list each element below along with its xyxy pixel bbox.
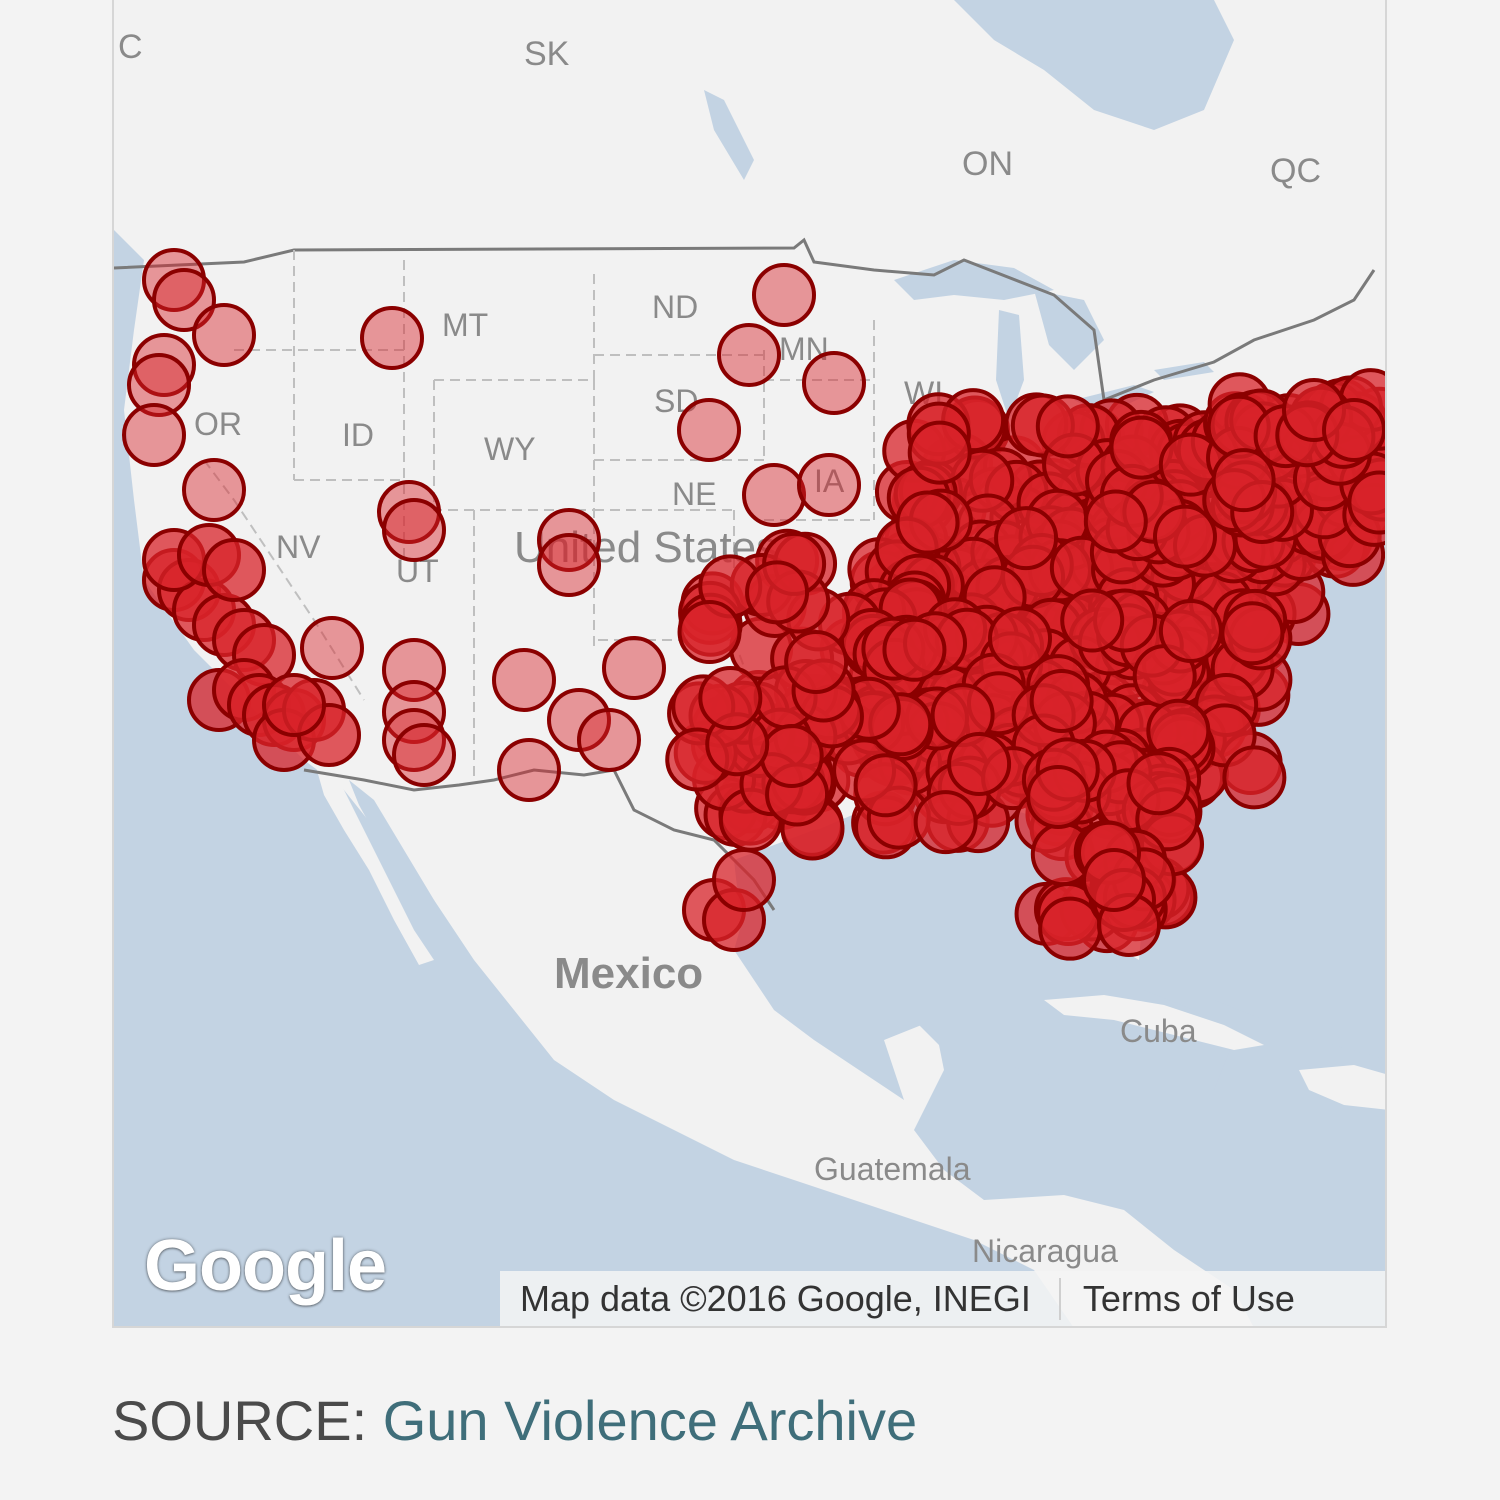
- incident-marker[interactable]: [1152, 504, 1217, 569]
- incident-marker[interactable]: [382, 498, 446, 562]
- gulf-of-mexico: [734, 810, 1234, 1100]
- label-nv: NV: [276, 529, 321, 565]
- source-label: SOURCE:: [112, 1389, 368, 1452]
- incident-marker[interactable]: [192, 303, 256, 367]
- label-mt: MT: [442, 307, 488, 343]
- incident-marker[interactable]: [182, 458, 246, 522]
- us-canada-border: [114, 237, 1376, 403]
- source-caption: SOURCE: Gun Violence Archive: [112, 1388, 917, 1453]
- incident-marker[interactable]: [1211, 448, 1276, 513]
- incident-marker[interactable]: [132, 333, 196, 397]
- cuba-island: [1044, 995, 1264, 1050]
- incident-marker[interactable]: [1126, 751, 1191, 816]
- incident-marker[interactable]: [752, 263, 816, 327]
- incident-marker[interactable]: [1083, 489, 1148, 554]
- incident-marker[interactable]: [1158, 598, 1223, 663]
- incident-marker[interactable]: [1222, 745, 1287, 810]
- hudson-bay: [954, 0, 1234, 130]
- incident-marker[interactable]: [537, 508, 601, 572]
- map-attribution-bar: Map data ©2016 Google, INEGI Terms of Us…: [500, 1271, 1385, 1326]
- google-logo: Google: [144, 1226, 387, 1306]
- incident-marker[interactable]: [882, 617, 947, 682]
- lake-superior: [894, 260, 1054, 300]
- lake-huron: [1034, 290, 1104, 370]
- incident-marker[interactable]: [717, 323, 781, 387]
- incident-marker[interactable]: [122, 403, 186, 467]
- label-on: ON: [962, 145, 1013, 183]
- label-c: C: [118, 28, 143, 66]
- incident-marker[interactable]: [300, 616, 364, 680]
- incident-marker[interactable]: [988, 606, 1053, 671]
- incident-marker[interactable]: [152, 268, 216, 332]
- incident-marker[interactable]: [577, 708, 641, 772]
- incident-marker[interactable]: [677, 398, 741, 462]
- incident-marker[interactable]: [1035, 394, 1100, 459]
- incident-marker[interactable]: [895, 490, 960, 555]
- incident-marker[interactable]: [947, 731, 1012, 796]
- label-guatemala: Guatemala: [814, 1151, 971, 1187]
- label-nicaragua: Nicaragua: [972, 1233, 1118, 1269]
- incident-markers[interactable]: [122, 248, 1387, 961]
- incident-marker[interactable]: [784, 629, 849, 694]
- incident-marker[interactable]: [1082, 848, 1146, 912]
- incident-marker[interactable]: [202, 538, 266, 602]
- incident-marker[interactable]: [742, 463, 806, 527]
- incident-marker[interactable]: [797, 453, 861, 517]
- incident-marker[interactable]: [907, 420, 972, 485]
- incident-marker[interactable]: [602, 636, 666, 700]
- hispaniola-island: [1299, 1065, 1385, 1110]
- label-nd: ND: [652, 289, 698, 325]
- incident-marker[interactable]: [677, 600, 742, 665]
- label-id: ID: [342, 417, 374, 453]
- incident-marker[interactable]: [1347, 470, 1387, 535]
- incident-marker[interactable]: [853, 753, 918, 818]
- label-mn: MN: [779, 331, 829, 367]
- label-ne: NE: [672, 476, 716, 512]
- incident-marker[interactable]: [802, 351, 866, 415]
- label-or: OR: [194, 406, 242, 442]
- label-mexico: Mexico: [554, 949, 703, 998]
- incident-marker[interactable]: [913, 790, 978, 855]
- label-qc: QC: [1270, 152, 1321, 190]
- incident-marker[interactable]: [712, 848, 776, 912]
- incident-marker[interactable]: [1029, 669, 1094, 734]
- map-data-attribution: Map data ©2016 Google, INEGI: [500, 1277, 1061, 1320]
- baja-peninsula: [314, 760, 434, 965]
- incident-marker[interactable]: [360, 306, 424, 370]
- incident-marker[interactable]: [745, 560, 810, 625]
- incident-marker[interactable]: [497, 738, 561, 802]
- us-mexico-border: [303, 768, 776, 911]
- incident-marker[interactable]: [1220, 601, 1285, 666]
- incident-marker[interactable]: [1026, 764, 1091, 829]
- incident-marker[interactable]: [537, 533, 601, 597]
- incident-marker[interactable]: [1322, 398, 1385, 462]
- incident-marker[interactable]: [994, 506, 1059, 571]
- incident-marker[interactable]: [262, 673, 326, 737]
- incident-marker[interactable]: [698, 666, 763, 731]
- incident-marker[interactable]: [1060, 588, 1125, 653]
- terms-of-use-link[interactable]: Terms of Use: [1082, 1277, 1295, 1319]
- pacific-ocean: [114, 230, 1073, 1326]
- map-labels: SK ON QC MT ND MN SD OR ID WY NE IA NV U…: [118, 28, 1321, 1269]
- label-ia: IA: [814, 463, 845, 499]
- label-wy: WY: [484, 431, 536, 467]
- map-view[interactable]: SK ON QC MT ND MN SD OR ID WY NE IA NV U…: [112, 0, 1387, 1328]
- incident-marker[interactable]: [392, 723, 456, 787]
- source-link[interactable]: Gun Violence Archive: [382, 1389, 918, 1452]
- incident-marker[interactable]: [127, 353, 191, 417]
- label-sd: SD: [654, 383, 698, 419]
- gulf-of-california: [349, 780, 454, 945]
- label-sk: SK: [524, 35, 570, 73]
- lake-michigan: [996, 310, 1024, 420]
- lake-winnipeg: [704, 90, 754, 180]
- label-cuba: Cuba: [1120, 1013, 1197, 1049]
- incident-marker[interactable]: [492, 648, 556, 712]
- incident-marker[interactable]: [759, 723, 824, 788]
- map-canvas[interactable]: SK ON QC MT ND MN SD OR ID WY NE IA NV U…: [114, 0, 1387, 1328]
